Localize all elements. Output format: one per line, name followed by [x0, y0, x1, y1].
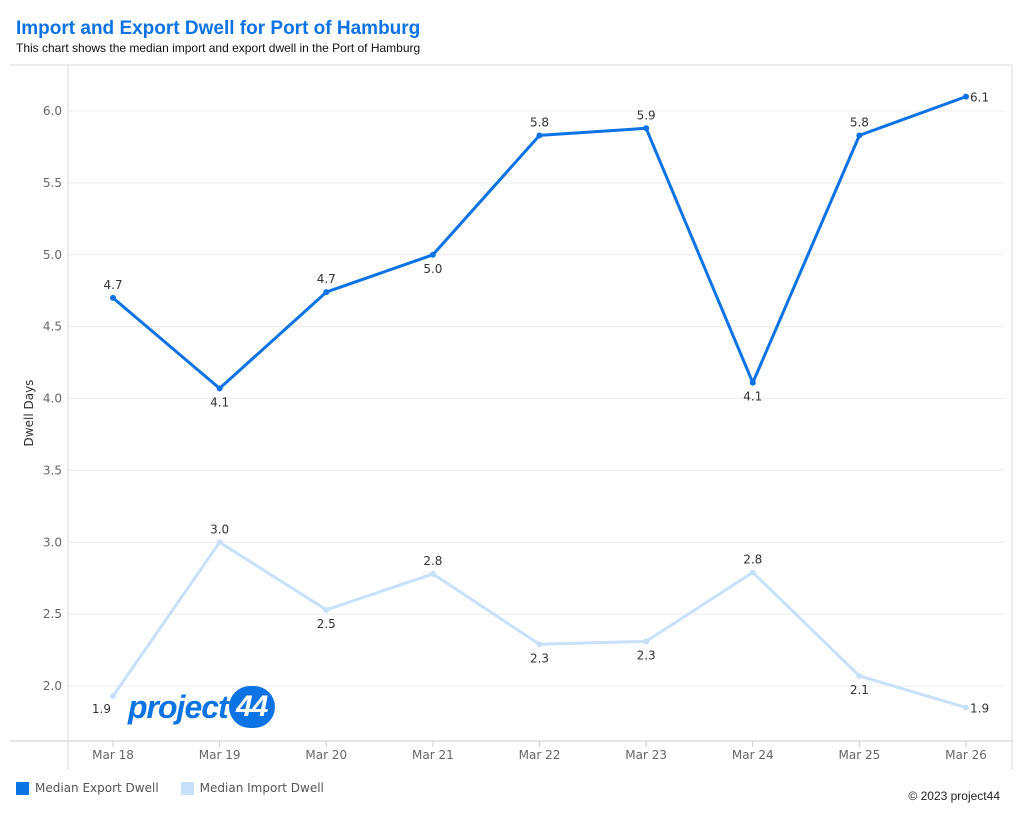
data-label: 5.9 — [637, 108, 656, 122]
legend-label-import: Median Import Dwell — [199, 781, 324, 795]
data-label: 6.1 — [970, 91, 989, 105]
y-tick-label: 2.5 — [43, 607, 62, 621]
x-tick-label: Mar 26 — [945, 748, 987, 762]
y-tick-label: 6.0 — [43, 104, 62, 118]
data-point — [536, 641, 543, 648]
y-tick-label: 4.0 — [43, 392, 62, 406]
data-label: 2.5 — [317, 617, 336, 631]
data-point — [963, 93, 969, 100]
x-tick-label: Mar 18 — [92, 748, 134, 762]
data-point — [110, 693, 116, 700]
legend-swatch-export — [16, 781, 29, 795]
chart-legend: Median Export Dwell Median Import Dwell — [16, 781, 324, 795]
x-tick-label: Mar 19 — [199, 748, 241, 762]
chart-title: Import and Export Dwell for Port of Hamb… — [16, 18, 421, 39]
x-tick-label: Mar 21 — [412, 748, 454, 762]
data-point — [216, 385, 223, 392]
legend-label-export: Median Export Dwell — [35, 781, 159, 795]
data-point — [856, 672, 863, 679]
y-tick-label: 2.0 — [43, 679, 62, 693]
data-point — [216, 539, 223, 546]
y-tick-label: 3.0 — [43, 535, 62, 549]
data-label: 4.1 — [210, 395, 229, 409]
y-tick-label: 5.0 — [43, 248, 62, 262]
data-point — [856, 132, 863, 139]
x-tick-label: Mar 25 — [839, 748, 881, 762]
project44-logo: project 44 — [128, 686, 275, 728]
x-tick-label: Mar 23 — [625, 748, 667, 762]
data-point — [323, 289, 330, 296]
data-point — [963, 704, 969, 711]
data-label: 1.9 — [970, 702, 989, 716]
data-label: 2.1 — [850, 683, 869, 697]
data-label: 2.3 — [530, 651, 549, 665]
series-line-export — [111, 95, 968, 390]
y-axis-label: Dwell Days — [22, 380, 36, 447]
legend-item-export[interactable]: Median Export Dwell — [16, 781, 159, 795]
logo-text: project — [128, 688, 229, 725]
data-point — [749, 379, 756, 386]
data-label: 4.1 — [743, 390, 762, 404]
x-tick-label: Mar 20 — [305, 748, 347, 762]
y-tick-label: 3.5 — [43, 463, 62, 477]
data-label: 5.8 — [530, 115, 549, 129]
data-label: 4.7 — [103, 278, 122, 292]
chart-header: Import and Export Dwell for Port of Hamb… — [16, 18, 1008, 55]
data-point — [429, 570, 436, 577]
data-point — [110, 294, 116, 301]
legend-item-import[interactable]: Median Import Dwell — [180, 781, 324, 795]
data-label: 1.9 — [92, 702, 111, 716]
y-tick-label: 4.5 — [43, 320, 62, 334]
chart-subtitle: This chart shows the median import and e… — [16, 41, 421, 55]
data-label: 5.8 — [850, 115, 869, 129]
data-point — [429, 251, 436, 258]
y-tick-label: 5.5 — [43, 176, 62, 190]
x-tick-label: Mar 22 — [519, 748, 561, 762]
copyright-text: © 2023 project44 — [908, 789, 1000, 803]
data-label: 2.8 — [423, 554, 442, 568]
data-label: 2.3 — [637, 648, 656, 662]
data-point — [323, 606, 330, 613]
series-line-import — [111, 540, 968, 710]
data-label: 5.0 — [423, 262, 442, 276]
data-label: 2.8 — [743, 552, 762, 566]
data-point — [749, 569, 756, 576]
legend-swatch-import — [180, 781, 194, 795]
data-label: 3.0 — [210, 522, 229, 536]
data-point — [643, 125, 650, 132]
logo-badge: 44 — [228, 686, 275, 728]
x-tick-label: Mar 24 — [732, 748, 774, 762]
data-point — [643, 638, 650, 645]
data-label: 4.7 — [317, 272, 336, 286]
data-point — [536, 132, 543, 139]
